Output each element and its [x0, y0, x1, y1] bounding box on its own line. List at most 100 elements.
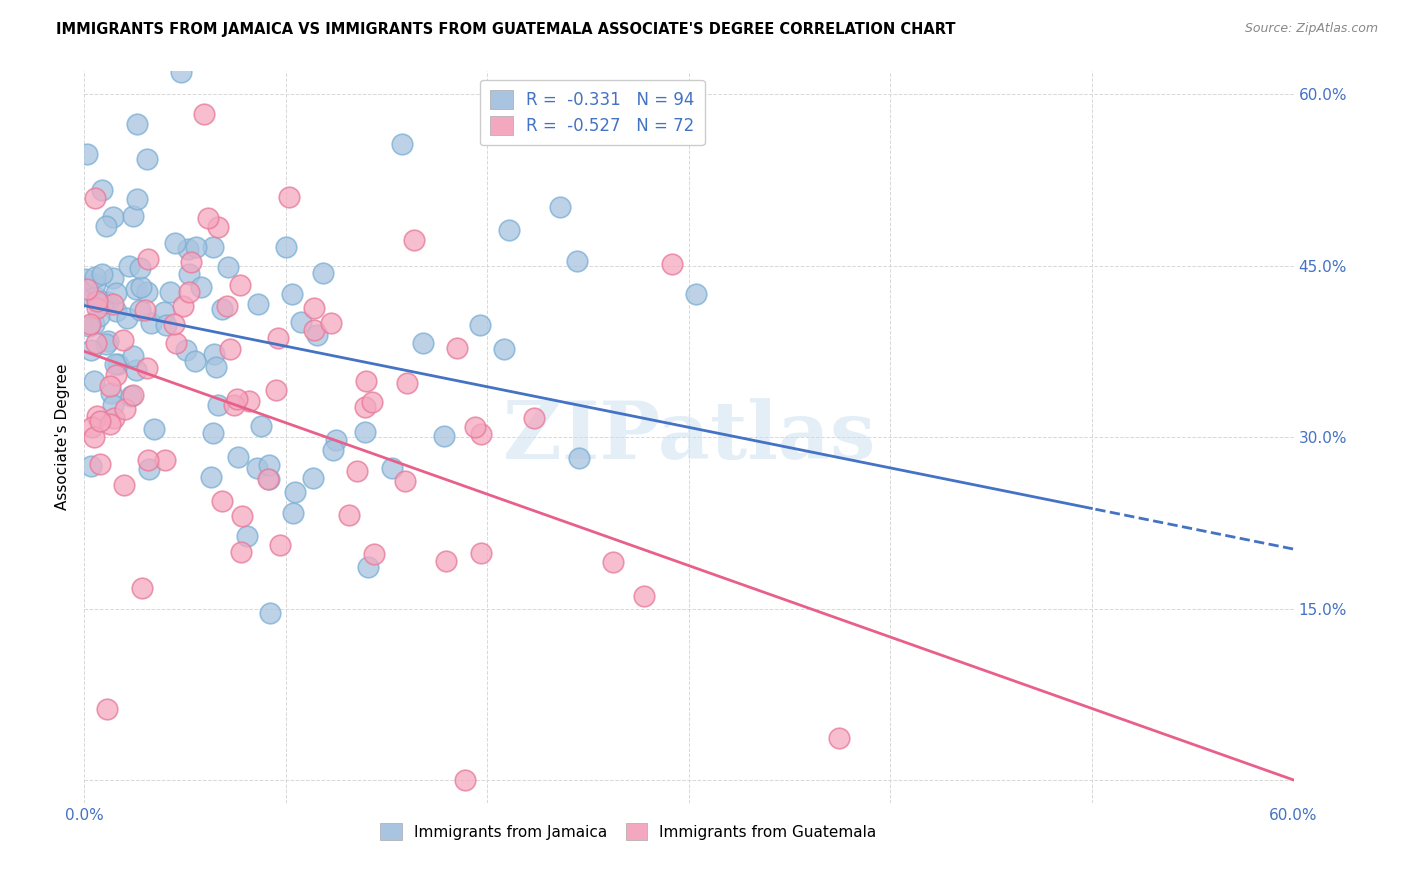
Point: [211, 494, 233, 508]
Point: [454, 772, 477, 787]
Point: [304, 323, 326, 337]
Point: [131, 581, 153, 595]
Point: [177, 285, 200, 300]
Point: [134, 302, 156, 317]
Point: [86, 293, 108, 308]
Point: [84, 336, 107, 351]
Point: [302, 301, 325, 316]
Point: [165, 336, 187, 351]
Point: [139, 316, 162, 330]
Point: [103, 398, 125, 412]
Point: [177, 242, 200, 256]
Point: [114, 402, 136, 417]
Point: [76, 147, 98, 161]
Point: [229, 277, 252, 292]
Point: [276, 240, 298, 254]
Point: [222, 398, 245, 412]
Point: [363, 548, 385, 562]
Point: [381, 461, 404, 475]
Point: [104, 368, 127, 382]
Point: [112, 478, 135, 492]
Point: [404, 234, 426, 248]
Y-axis label: Associate's Degree: Associate's Degree: [55, 364, 70, 510]
Point: [163, 317, 186, 331]
Point: [101, 210, 124, 224]
Point: [83, 374, 105, 388]
Point: [353, 400, 375, 414]
Point: [247, 297, 270, 311]
Point: [89, 457, 111, 471]
Point: [217, 260, 239, 274]
Point: [122, 209, 145, 223]
Point: [153, 453, 176, 467]
Point: [207, 398, 229, 412]
Point: [565, 253, 588, 268]
Point: [231, 545, 253, 559]
Point: [249, 418, 271, 433]
Point: [246, 460, 269, 475]
Point: [200, 469, 222, 483]
Point: [155, 318, 177, 332]
Point: [142, 422, 165, 436]
Point: [322, 443, 344, 458]
Point: [75, 272, 97, 286]
Point: [128, 302, 150, 317]
Point: [633, 589, 655, 603]
Point: [226, 450, 249, 464]
Point: [391, 137, 413, 152]
Text: ZIPatlas: ZIPatlas: [503, 398, 875, 476]
Point: [91, 183, 114, 197]
Point: [470, 545, 492, 559]
Point: [138, 453, 160, 467]
Point: [104, 357, 127, 371]
Point: [135, 152, 157, 166]
Point: [236, 529, 259, 543]
Point: [96, 702, 118, 716]
Point: [79, 317, 101, 331]
Point: [104, 285, 127, 300]
Point: [356, 374, 378, 388]
Point: [115, 310, 138, 325]
Point: [321, 316, 343, 330]
Point: [197, 211, 219, 226]
Point: [122, 388, 145, 402]
Point: [184, 354, 207, 368]
Point: [170, 64, 193, 78]
Point: [136, 285, 159, 300]
Point: [394, 474, 416, 488]
Point: [184, 240, 207, 254]
Point: [193, 107, 215, 121]
Point: [100, 417, 122, 432]
Point: [207, 219, 229, 234]
Point: [602, 555, 624, 569]
Point: [163, 235, 186, 250]
Point: [190, 279, 212, 293]
Point: [172, 300, 194, 314]
Point: [128, 261, 150, 276]
Point: [361, 394, 384, 409]
Point: [80, 459, 103, 474]
Point: [174, 343, 197, 358]
Point: [339, 508, 361, 522]
Point: [136, 252, 159, 266]
Point: [685, 287, 707, 301]
Point: [159, 285, 181, 300]
Point: [548, 200, 571, 214]
Point: [231, 509, 253, 524]
Point: [180, 255, 202, 269]
Point: [101, 297, 124, 311]
Point: [103, 410, 125, 425]
Point: [470, 427, 492, 442]
Point: [278, 190, 301, 204]
Point: [104, 304, 127, 318]
Point: [107, 357, 129, 371]
Point: [153, 304, 176, 318]
Point: [94, 219, 117, 234]
Point: [83, 429, 105, 443]
Point: [82, 291, 104, 305]
Point: [125, 117, 148, 131]
Point: [118, 259, 141, 273]
Point: [325, 433, 347, 447]
Point: [257, 471, 280, 485]
Point: [122, 349, 145, 363]
